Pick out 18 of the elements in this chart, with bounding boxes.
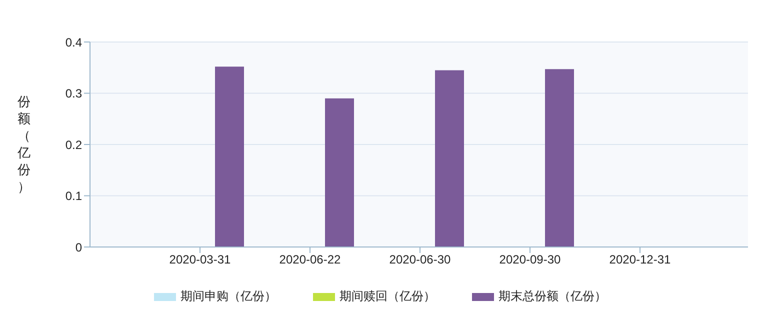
bar: [545, 69, 574, 247]
bar: [325, 98, 354, 247]
y-tick-label: 0: [75, 240, 82, 254]
legend-label: 期间申购（亿份）: [180, 288, 276, 305]
y-tick-label: 0.2: [65, 138, 82, 152]
y-axis-title: 份额（亿份）: [16, 94, 30, 194]
y-tick-label: 0.4: [65, 35, 82, 50]
y-tick-label: 0.3: [65, 86, 82, 101]
bar: [435, 70, 464, 247]
x-tick-label: 2020-06-22: [279, 252, 342, 267]
x-tick-label: 2020-09-30: [499, 252, 562, 267]
y-tick-label: 0.1: [65, 189, 82, 204]
x-tick-label: 2020-12-31: [609, 252, 672, 267]
bar: [215, 66, 244, 247]
legend-label: 期间赎回（亿份）: [340, 288, 436, 305]
legend-label: 期末总份额（亿份）: [498, 288, 606, 305]
x-tick-label: 2020-03-31: [169, 252, 232, 267]
x-tick-label: 2020-06-30: [389, 252, 452, 267]
